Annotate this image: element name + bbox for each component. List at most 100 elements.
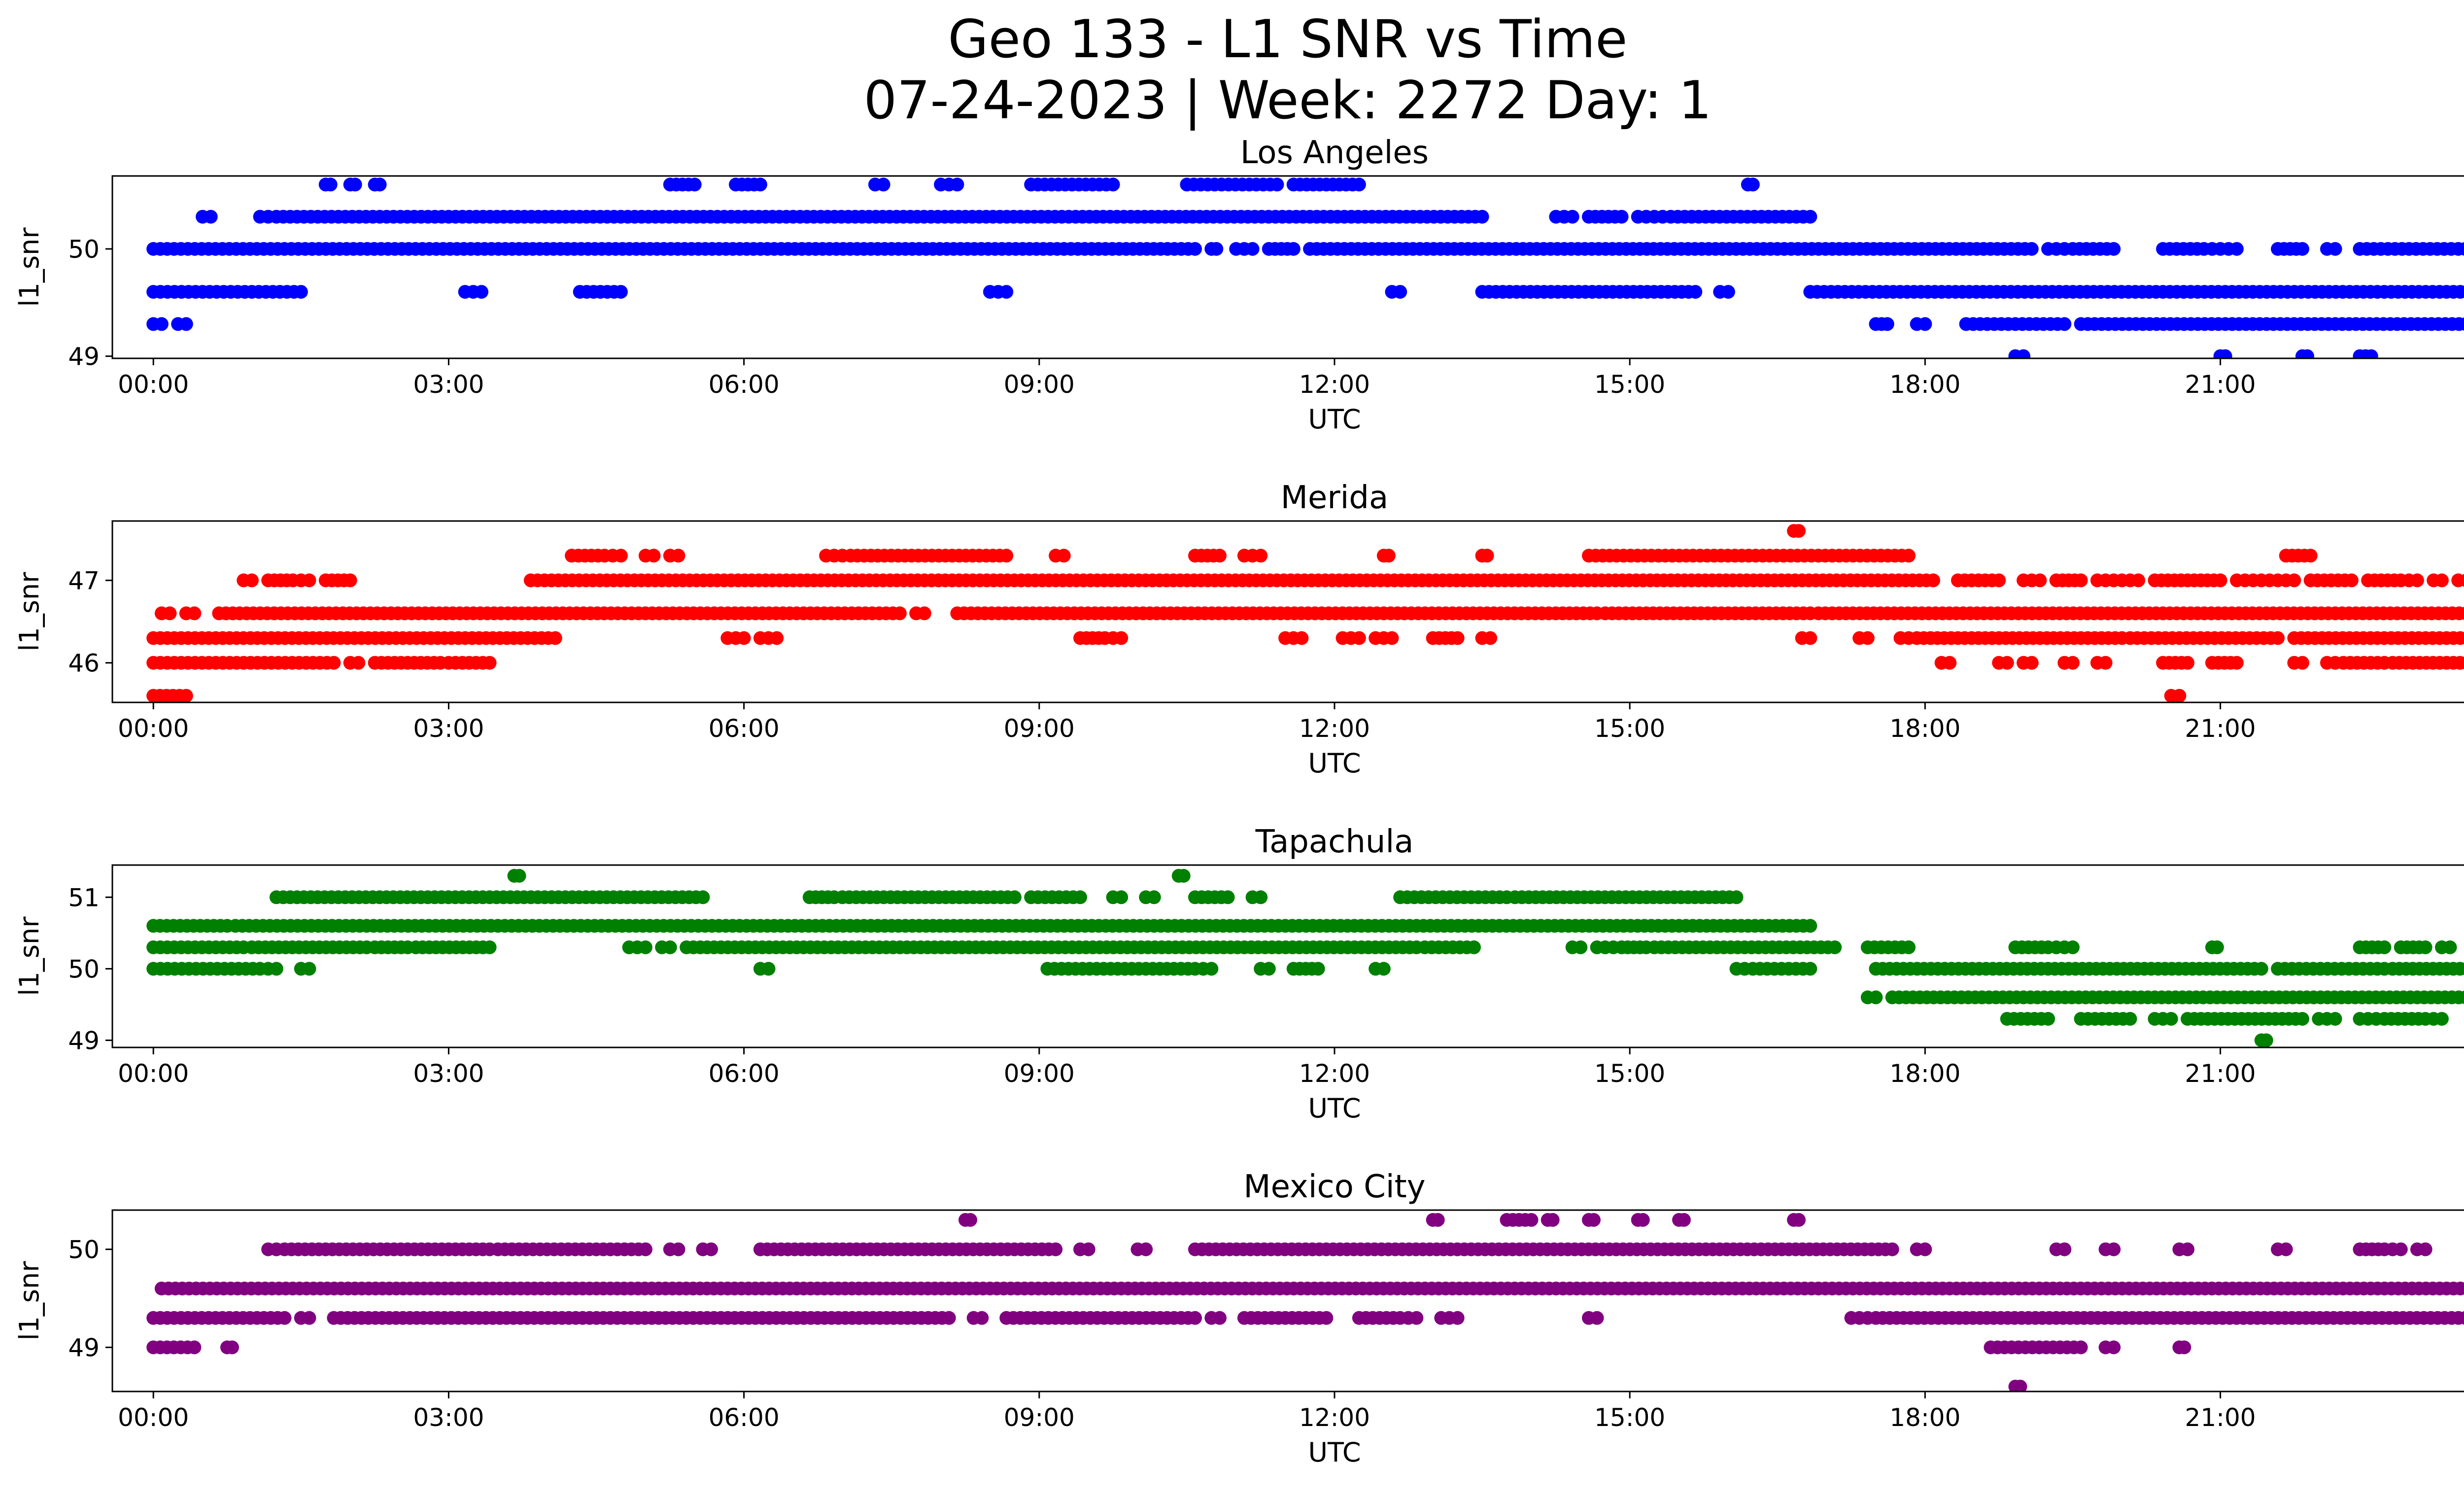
data-point	[638, 1242, 652, 1256]
panel-title: Tapachula	[1255, 824, 1414, 860]
data-point	[2107, 242, 2121, 256]
chart-panel-3: Tapachula 00:00 03:00 06:00 09:00 12:00 15:00 1…	[14, 824, 2464, 1124]
data-point	[2435, 573, 2449, 588]
x-axis-label: UTC	[1308, 404, 1361, 435]
data-point	[2295, 242, 2309, 256]
data-point	[269, 962, 283, 976]
data-point	[1007, 890, 1022, 904]
data-point	[2213, 573, 2227, 588]
data-point	[1114, 890, 1129, 904]
data-point	[1245, 242, 1260, 256]
data-point	[2459, 574, 2464, 587]
data-point	[1352, 631, 1366, 645]
data-point	[2181, 656, 2194, 670]
data-points	[146, 177, 2464, 358]
data-point	[2410, 573, 2424, 588]
data-point	[942, 1311, 956, 1325]
x-tick-label: 06:00	[709, 370, 780, 399]
data-point	[2460, 962, 2464, 975]
y-tick-label: 49	[68, 1026, 100, 1055]
y-axis-label: l1_snr	[14, 916, 45, 996]
data-point	[1880, 317, 1894, 331]
data-point	[647, 549, 661, 563]
x-tick-label: 00:00	[118, 1403, 189, 1432]
data-point	[1803, 919, 1817, 933]
x-tick-label: 06:00	[709, 714, 780, 743]
x-tick-label: 15:00	[1594, 370, 1665, 399]
data-point	[753, 177, 767, 192]
data-point	[482, 940, 497, 954]
data-point	[1590, 1311, 1604, 1325]
data-point	[2107, 1340, 2121, 1355]
data-point	[2017, 349, 2031, 358]
data-point	[2459, 317, 2464, 331]
data-point	[343, 573, 357, 588]
data-point	[614, 285, 628, 299]
data-point	[761, 962, 776, 976]
y-tick-label: 51	[68, 883, 100, 912]
x-axis-label: UTC	[1308, 1093, 1361, 1124]
data-point	[2057, 317, 2072, 331]
data-point	[245, 573, 259, 588]
x-tick-label: 03:00	[413, 1059, 484, 1088]
data-points	[146, 1213, 2464, 1391]
data-point	[2295, 1012, 2309, 1026]
panel-title: Los Angeles	[1240, 135, 1429, 171]
data-point	[1803, 962, 1817, 976]
chart-panel-2: Merida 00:00 03:00 06:00 09:00 12:00 15:00 18:0…	[14, 480, 2464, 779]
data-point	[2229, 242, 2244, 256]
x-axis-label: UTC	[1308, 748, 1361, 779]
figure-title: Geo 133 - L1 SNR vs Time 07-24-2023 | We…	[0, 9, 2464, 131]
data-point	[2131, 573, 2146, 588]
data-point	[302, 573, 316, 588]
data-point	[2107, 1242, 2121, 1256]
data-point	[2460, 632, 2464, 644]
data-point	[892, 606, 907, 621]
x-tick-label: 00:00	[118, 714, 189, 743]
data-point	[1376, 962, 1391, 976]
data-point	[1565, 209, 1579, 224]
data-point	[671, 549, 685, 563]
data-point	[2394, 1242, 2408, 1256]
y-axis-label: l1_snr	[14, 572, 45, 652]
data-point	[1636, 1213, 1650, 1227]
x-tick-label: 00:00	[118, 370, 189, 399]
data-point	[963, 1213, 977, 1227]
data-point	[1869, 990, 1883, 1005]
x-tick-label: 03:00	[413, 1403, 484, 1432]
data-point	[2123, 1012, 2137, 1026]
data-point	[638, 940, 652, 954]
data-point	[548, 631, 562, 645]
data-point	[323, 177, 338, 192]
data-point	[2279, 1242, 2293, 1256]
figure-title-line2: 07-24-2023 | Week: 2272 Day: 1	[863, 70, 1712, 131]
data-point	[1450, 1311, 1465, 1325]
y-tick-label: 50	[68, 955, 100, 983]
data-point	[1688, 285, 1703, 299]
data-point	[999, 549, 1014, 563]
data-point	[1902, 549, 1916, 563]
data-point	[1213, 549, 1227, 563]
x-tick-label: 09:00	[1004, 714, 1075, 743]
data-point	[704, 1242, 718, 1256]
data-point	[1545, 1213, 1560, 1227]
data-point	[204, 209, 218, 224]
data-point	[1057, 549, 1071, 563]
data-point	[2259, 1033, 2273, 1047]
data-point	[1188, 242, 1202, 256]
y-axis-label: l1_snr	[14, 227, 45, 307]
data-point	[1352, 177, 1366, 192]
data-point	[327, 656, 341, 670]
axes-frame	[111, 1209, 2464, 1392]
data-point	[482, 656, 497, 670]
data-point	[187, 606, 202, 621]
data-point	[1792, 1213, 1806, 1227]
data-point	[1147, 890, 1161, 904]
data-point	[614, 549, 628, 563]
data-point	[2377, 940, 2392, 954]
data-point	[1918, 1242, 1932, 1256]
x-tick-label: 12:00	[1299, 370, 1370, 399]
data-point	[2443, 940, 2457, 954]
x-tick-label: 15:00	[1594, 1403, 1665, 1432]
data-point	[1381, 549, 1396, 563]
